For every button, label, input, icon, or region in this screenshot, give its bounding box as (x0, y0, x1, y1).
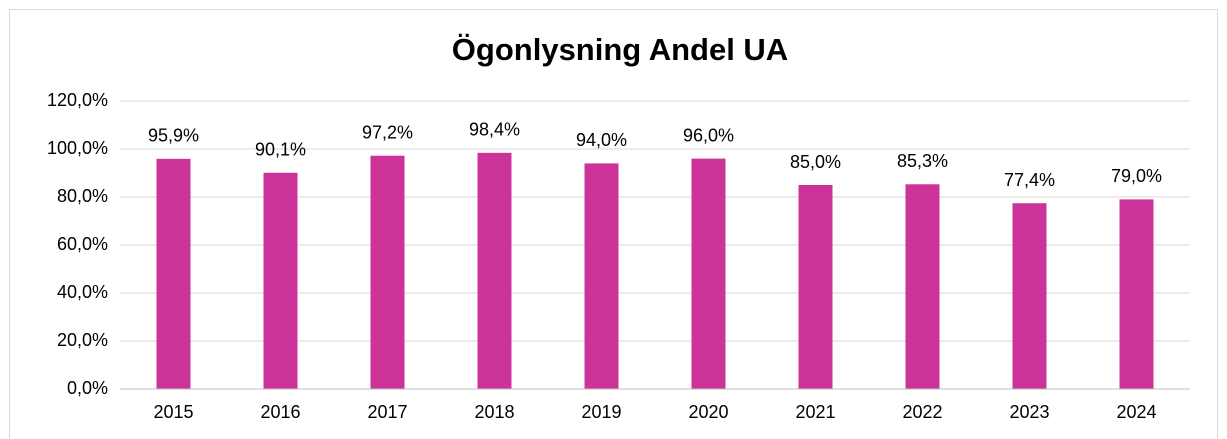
x-tick-label: 2016 (260, 402, 300, 422)
x-tick-label: 2023 (1009, 402, 1049, 422)
x-tick-label: 2022 (902, 402, 942, 422)
x-tick-label: 2019 (581, 402, 621, 422)
y-tick-label: 0,0% (67, 378, 108, 398)
value-label: 95,9% (148, 126, 199, 146)
bar (691, 158, 726, 389)
x-tick-label: 2021 (795, 402, 835, 422)
value-label: 94,0% (576, 130, 627, 150)
y-tick-label: 80,0% (57, 186, 108, 206)
y-tick-label: 120,0% (47, 90, 108, 110)
x-tick-label: 2015 (153, 402, 193, 422)
bar (584, 163, 619, 389)
x-tick-label: 2020 (688, 402, 728, 422)
value-label: 90,1% (255, 140, 306, 160)
bar (263, 172, 298, 389)
value-label: 77,4% (1004, 170, 1055, 190)
value-label: 96,0% (683, 125, 734, 145)
bar (905, 184, 940, 389)
y-tick-label: 20,0% (57, 330, 108, 350)
value-label: 85,0% (790, 152, 841, 172)
y-tick-label: 40,0% (57, 282, 108, 302)
bar (477, 152, 512, 389)
x-tick-label: 2024 (1116, 402, 1156, 422)
y-tick-label: 100,0% (47, 138, 108, 158)
bar (1119, 199, 1154, 389)
bar (1012, 203, 1047, 389)
bar (798, 185, 833, 389)
value-label: 85,3% (897, 151, 948, 171)
x-tick-label: 2017 (367, 402, 407, 422)
bar (370, 155, 405, 389)
value-label: 97,2% (362, 122, 413, 142)
bar (156, 158, 191, 389)
x-tick-label: 2018 (474, 402, 514, 422)
value-label: 98,4% (469, 120, 520, 140)
value-label: 79,0% (1111, 166, 1162, 186)
chart-title: Ögonlysning Andel UA (452, 32, 788, 67)
y-tick-label: 60,0% (57, 234, 108, 254)
